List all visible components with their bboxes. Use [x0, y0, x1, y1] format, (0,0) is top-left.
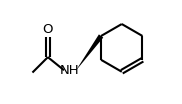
Text: O: O: [43, 23, 53, 36]
Text: NH: NH: [60, 64, 79, 77]
Polygon shape: [76, 34, 103, 71]
